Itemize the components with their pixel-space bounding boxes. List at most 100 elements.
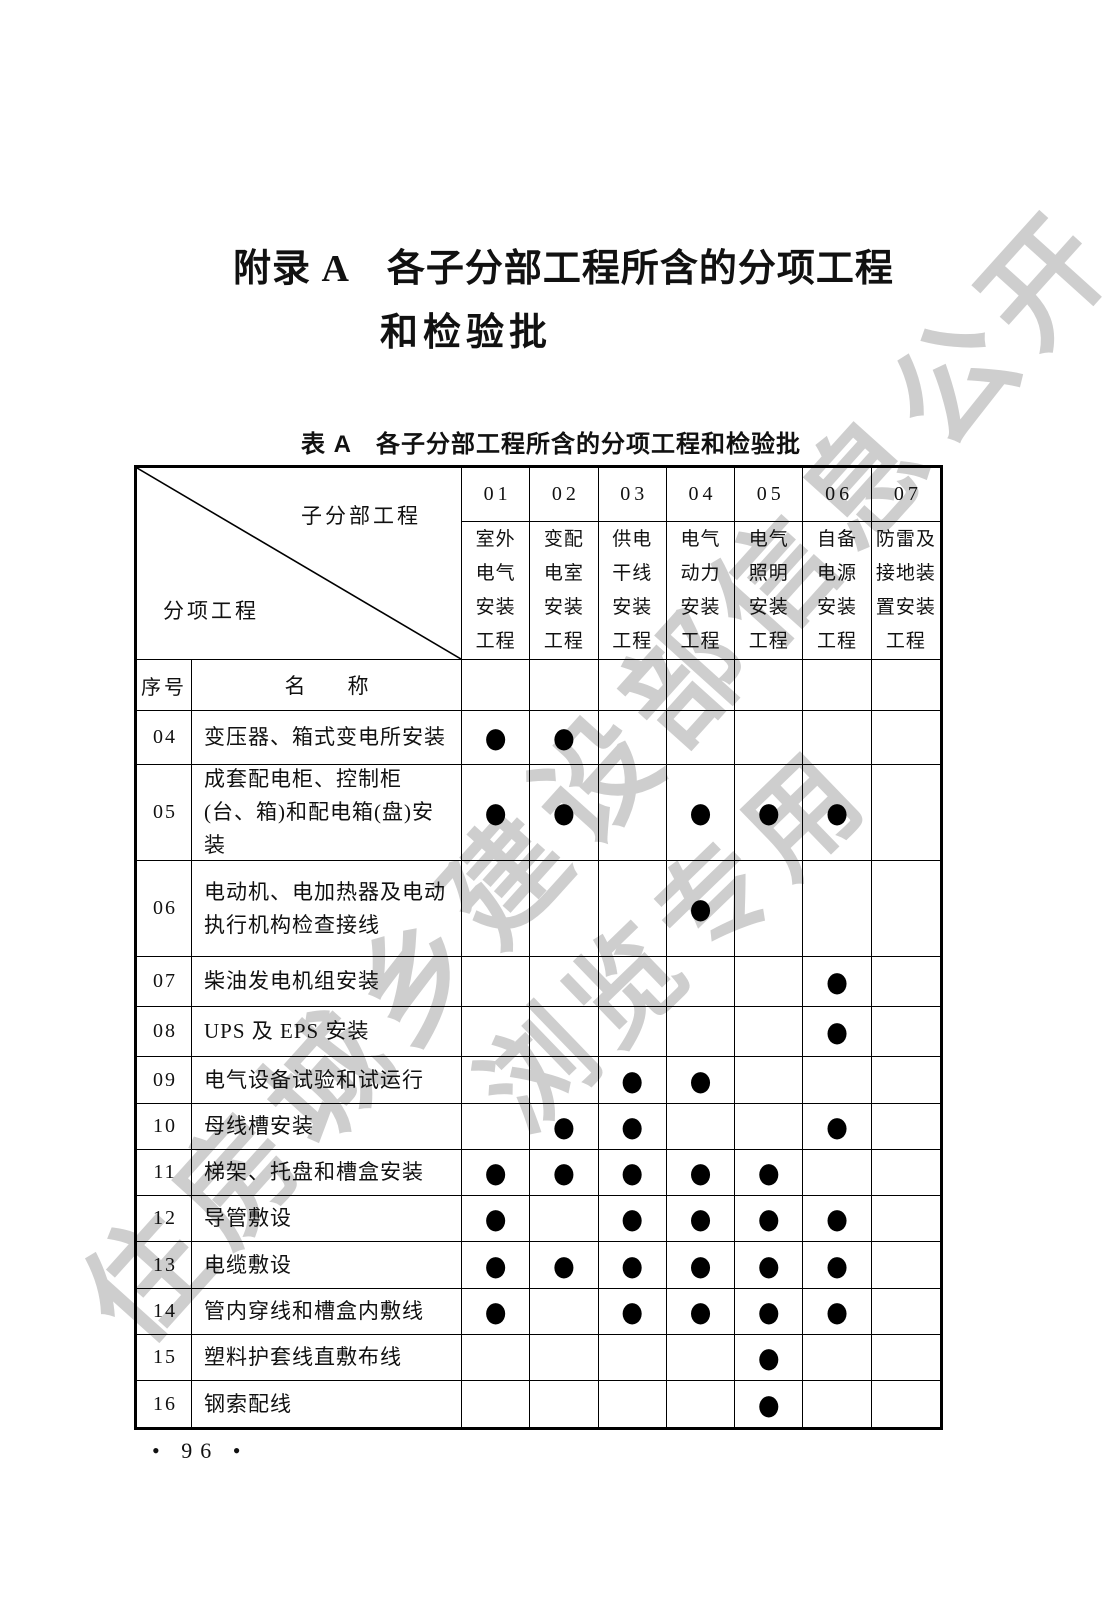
mark-cell [803, 1150, 872, 1196]
mark-dot: ● [757, 1295, 780, 1328]
mark-dot: ● [757, 1387, 780, 1421]
mark-dot: ● [553, 1156, 575, 1189]
mark-dot: ● [826, 796, 848, 829]
mark-dot: ● [553, 721, 575, 754]
column-code-03: 03 [598, 468, 667, 522]
mark-cell: ● [666, 1057, 736, 1104]
mark-dot: ● [757, 1156, 780, 1189]
mark-cell [598, 1335, 667, 1381]
row-name-cell: 变压器、箱式变电所安装 [192, 711, 462, 765]
mark-cell [598, 765, 667, 861]
mark-dot: ● [484, 796, 507, 829]
row-index-cell: 06 [137, 861, 192, 957]
mark-cell [803, 711, 872, 765]
column-name-line: 安装 [475, 596, 516, 618]
column-name-01: 室外 电气 安装 工程 [462, 522, 531, 660]
mark-cell: ● [735, 1150, 804, 1196]
column-name-line: 电气 [748, 528, 789, 550]
appendix-title-line1: 附录 A 各子分部工程所含的分项工程 [233, 248, 894, 290]
corner-label-itemized-works: 分项工程 [163, 599, 259, 623]
mark-cell [462, 861, 531, 957]
mark-dot: ● [826, 1202, 848, 1235]
mark-cell [462, 1104, 531, 1150]
mark-cell [735, 1104, 804, 1150]
row-index-cell: 09 [137, 1057, 192, 1104]
mark-dot: ● [757, 1341, 780, 1374]
mark-cell [666, 1104, 736, 1150]
mark-cell [530, 1289, 599, 1335]
mark-cell [530, 1381, 599, 1427]
mark-cell [666, 1007, 736, 1057]
mark-cell: ● [530, 1104, 599, 1150]
mark-cell [598, 1007, 667, 1057]
mark-cell [530, 1007, 599, 1057]
mark-dot: ● [621, 1202, 644, 1235]
mark-cell [871, 861, 940, 957]
column-name-line: 供电 [612, 528, 653, 550]
mark-cell [735, 1057, 804, 1104]
mark-cell: ● [666, 1196, 736, 1242]
mark-cell [872, 1381, 940, 1427]
mark-cell [530, 861, 599, 957]
mark-dot: ● [757, 1248, 780, 1282]
mark-cell [462, 1007, 531, 1057]
mark-cell [530, 957, 599, 1007]
subheader-empty-cell [530, 660, 599, 711]
mark-dot: ● [757, 796, 780, 829]
column-name-07: 防雷及 接地装 置安装 工程 [871, 522, 940, 660]
row-name-cell: 电气设备试验和试运行 [192, 1057, 462, 1104]
mark-dot: ● [689, 1202, 712, 1235]
column-code-07: 07 [871, 468, 940, 522]
mark-dot: ● [484, 1202, 507, 1235]
mark-dot: ● [826, 1295, 848, 1328]
mark-cell [462, 1335, 531, 1381]
table-corner-cell: 子分部工程 分项工程 [137, 468, 462, 660]
column-name-05: 电气 照明 安装 工程 [735, 522, 804, 660]
mark-cell: ● [530, 711, 599, 765]
row-index-cell: 07 [137, 957, 192, 1007]
mark-cell: ● [735, 1335, 804, 1381]
column-name-line: 干线 [612, 562, 653, 584]
row-name-cell: 钢索配线 [192, 1381, 462, 1427]
mark-dot: ● [621, 1295, 644, 1328]
mark-cell [871, 1057, 940, 1104]
column-name-line: 工程 [885, 630, 926, 652]
mark-cell: ● [462, 765, 531, 861]
row-index-cell: 13 [137, 1242, 192, 1289]
mark-cell: ● [598, 1057, 667, 1104]
mark-cell [666, 957, 736, 1007]
column-name-line: 工程 [748, 630, 789, 652]
mark-cell: ● [803, 1007, 872, 1057]
column-name-line: 电室 [543, 562, 584, 584]
mark-dot: ● [689, 1063, 712, 1097]
column-name-line: 电气 [680, 528, 721, 550]
mark-dot: ● [757, 1202, 780, 1235]
mark-dot: ● [826, 1015, 848, 1048]
mark-dot: ● [484, 1156, 507, 1189]
mark-dot: ● [553, 796, 575, 829]
column-name-line: 防雷及 [875, 528, 936, 550]
mark-cell: ● [735, 1242, 804, 1289]
mark-cell [598, 711, 667, 765]
mark-cell [462, 957, 531, 1007]
mark-cell: ● [803, 1289, 872, 1335]
column-name-line: 安装 [748, 596, 789, 618]
mark-cell: ● [598, 1104, 667, 1150]
mark-dot: ● [826, 965, 848, 998]
appendix-title-line2: 和检验批 [380, 312, 553, 354]
subheader-empty-cell [598, 660, 667, 711]
row-name-cell: 母线槽安装 [192, 1104, 462, 1150]
mark-dot: ● [484, 721, 507, 754]
mark-cell [871, 765, 940, 861]
row-index-cell: 10 [137, 1104, 192, 1150]
mark-cell: ● [803, 765, 872, 861]
column-name-line: 安装 [680, 596, 721, 618]
column-name-line: 自备 [817, 528, 858, 550]
row-index-cell: 15 [137, 1335, 192, 1381]
mark-cell: ● [530, 1242, 599, 1289]
column-name-06: 自备 电源 安装 工程 [803, 522, 872, 660]
column-name-line: 工程 [817, 630, 858, 652]
mark-cell: ● [803, 1242, 872, 1289]
mark-cell: ● [530, 765, 599, 861]
subheader-index-cell: 序号 [137, 660, 192, 711]
